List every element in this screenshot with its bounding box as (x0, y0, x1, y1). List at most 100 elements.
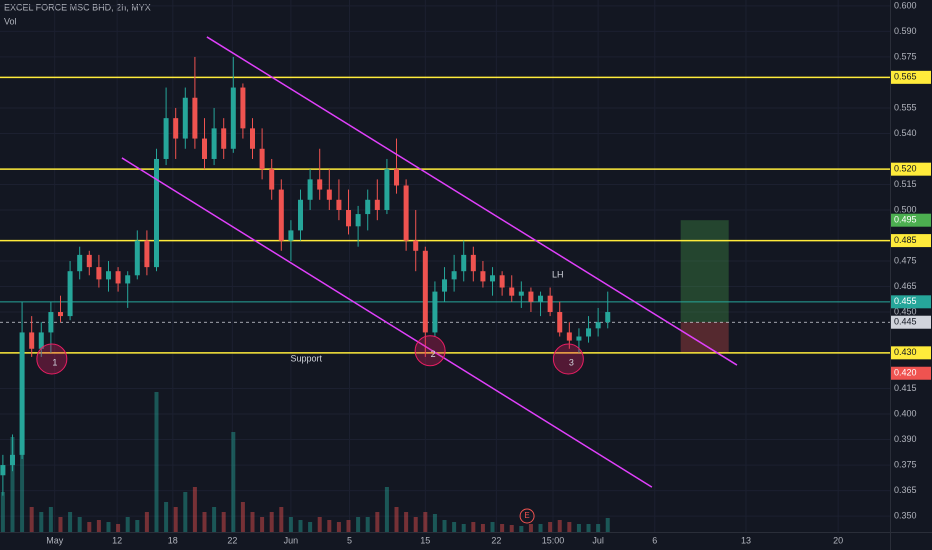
stop-zone (680, 322, 729, 353)
y-tick-label: 0.540 (894, 128, 917, 138)
volume-bar (116, 524, 121, 532)
price-label: 0.520 (894, 164, 917, 174)
candle-body (163, 118, 169, 159)
volume-bar (557, 520, 562, 532)
price-label: 0.565 (894, 72, 917, 82)
pivot-label: 3 (569, 357, 574, 367)
volume-bar (538, 524, 543, 532)
x-tick-label: 15 (420, 535, 430, 545)
price-label-box (891, 295, 931, 309)
candle-body (0, 465, 6, 476)
pivot-circle (414, 335, 446, 367)
candle-body (288, 230, 294, 241)
price-label: 0.445 (894, 317, 917, 327)
candle-body (96, 267, 102, 280)
y-tick-label: 0.555 (894, 102, 917, 112)
volume-bar (231, 432, 236, 532)
y-tick-label: 0.390 (894, 434, 917, 444)
volume-bar (365, 517, 370, 532)
volume-bar (442, 520, 447, 532)
chart-title: EXCEL FORCE MSC BHD, 2h, MYX (4, 2, 151, 12)
candle-body (355, 214, 361, 227)
y-tick-label: 0.515 (894, 179, 917, 189)
volume-bar (58, 517, 63, 532)
candle-body (374, 199, 380, 210)
candle-body (499, 275, 505, 288)
annotation: Support (291, 353, 323, 363)
candle-body (134, 240, 140, 276)
volume-bar (48, 507, 53, 532)
volume-bar (106, 522, 111, 532)
candle-body (509, 287, 515, 296)
volume-bar (39, 512, 44, 532)
volume-bar (586, 524, 591, 532)
x-tick-label: May (46, 535, 64, 545)
x-tick-label: 5 (347, 535, 352, 545)
volume-bar (509, 525, 514, 532)
volume-bar (135, 520, 140, 532)
y-tick-label: 0.350 (894, 510, 917, 520)
candle-body (326, 189, 332, 200)
y-tick-label: 0.600 (894, 0, 917, 10)
candle-body (211, 128, 217, 159)
volume-bar (423, 512, 428, 532)
volume-bar (77, 517, 82, 532)
volume-bar (567, 522, 572, 532)
volume-bar (596, 524, 601, 532)
price-label-box (891, 315, 931, 329)
volume-bar (298, 520, 303, 532)
price-label-box (891, 162, 931, 176)
event-label: E (524, 511, 529, 520)
candle-body (153, 158, 159, 268)
y-tick-label: 0.575 (894, 51, 917, 61)
volume-bar (356, 517, 361, 532)
candle-body (29, 332, 35, 349)
candle-body (480, 271, 486, 282)
volume-bar (404, 512, 409, 532)
candle-body (38, 332, 44, 349)
x-tick-label: 12 (112, 535, 122, 545)
volume-bar (336, 522, 341, 532)
volume-bar (528, 524, 533, 532)
volume-bar (490, 522, 495, 532)
candle-body (105, 271, 111, 280)
x-tick-label: 13 (741, 535, 751, 545)
y-tick-label: 0.375 (894, 459, 917, 469)
candle-body (528, 291, 534, 302)
x-tick-label: 15:00 (542, 535, 565, 545)
candle-body (422, 250, 428, 333)
volume-bar (10, 437, 15, 532)
volume-bar (125, 517, 130, 532)
y-tick-label: 0.365 (894, 485, 917, 495)
annotation: LH (552, 270, 564, 280)
volume-bar (221, 512, 226, 532)
price-label-box (891, 346, 931, 360)
candle-body (307, 179, 313, 200)
volume-bar (269, 512, 274, 532)
candle-body (125, 275, 131, 284)
candle-body (192, 97, 198, 139)
y-tick-label: 0.465 (894, 281, 917, 291)
pivot-circle (552, 343, 584, 375)
volume-bar (346, 520, 351, 532)
x-tick-label: 22 (491, 535, 501, 545)
candle-body (86, 254, 92, 268)
channel-line (121, 157, 653, 488)
volume-bar (164, 502, 169, 532)
volume-label: Vol (4, 16, 17, 26)
price-label-box (891, 70, 931, 84)
event-marker (519, 508, 535, 524)
volume-bar (576, 524, 581, 532)
candle-body (470, 254, 476, 272)
candle-body (298, 199, 304, 231)
volume-bar (432, 514, 437, 532)
candle-body (442, 279, 448, 292)
candle-body (490, 275, 496, 282)
volume-bar (173, 507, 178, 532)
y-tick-label: 0.400 (894, 408, 917, 418)
x-tick-label: 20 (833, 535, 843, 545)
y-tick-label: 0.590 (894, 26, 917, 36)
volume-bar (461, 524, 466, 532)
pivot-circle (36, 343, 68, 375)
